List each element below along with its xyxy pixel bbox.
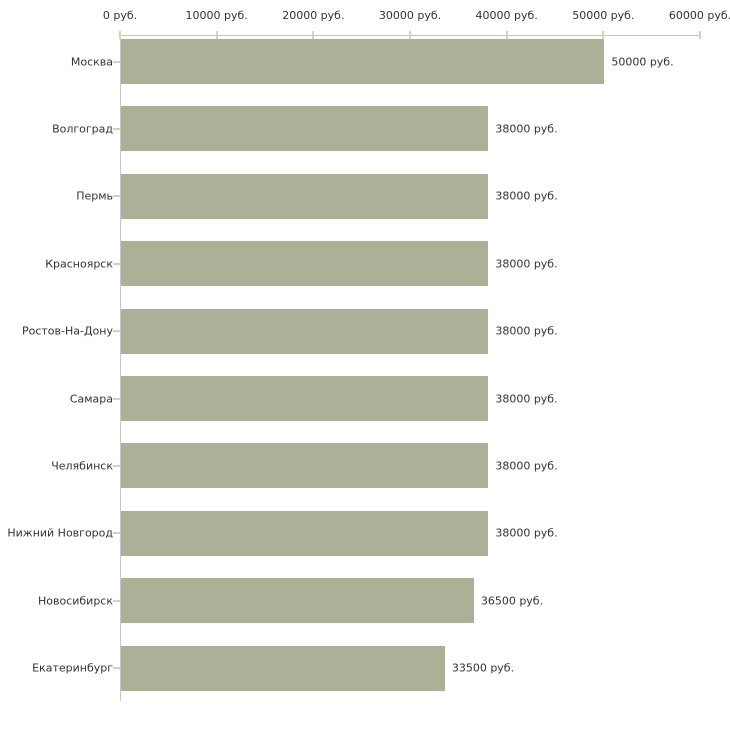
bar-value-label: 38000 руб. xyxy=(495,526,558,540)
category-label: Новосибирск xyxy=(37,594,113,608)
bar-value-label: 38000 руб. xyxy=(495,189,558,203)
bar-value-label: 38000 руб. xyxy=(495,257,558,271)
bar-2 xyxy=(121,106,489,152)
bar-8 xyxy=(121,510,489,556)
x-axis-tick xyxy=(699,31,701,39)
x-axis-tick xyxy=(505,31,508,39)
x-axis-tick xyxy=(409,31,411,39)
x-axis-tick-label: 30000 руб. xyxy=(378,9,442,22)
category-label: Челябинск xyxy=(51,459,113,473)
category-label: Нижний Новгород xyxy=(7,526,113,540)
x-axis-tick-label: 10000 руб. xyxy=(185,9,248,22)
bar-6 xyxy=(121,376,489,421)
category-tick xyxy=(113,127,120,130)
category-label: Красноярск xyxy=(45,257,113,271)
bar-value-label: 36500 руб. xyxy=(480,594,544,608)
bar-value-label: 38000 руб. xyxy=(495,392,558,405)
bar-value-label: 33500 руб. xyxy=(451,661,515,675)
category-label: Москва xyxy=(70,55,113,68)
x-axis-tick xyxy=(312,31,315,39)
category-label: Самара xyxy=(69,392,113,405)
category-label: Пермь xyxy=(76,189,113,203)
bar-4 xyxy=(121,241,489,287)
category-tick xyxy=(113,330,120,333)
bar-1 xyxy=(121,39,605,84)
bar-5 xyxy=(121,308,489,354)
x-axis-tick-label: 50000 руб. xyxy=(572,9,635,22)
bar-3 xyxy=(121,173,489,219)
bar-10 xyxy=(121,645,445,691)
category-label: Волгоград xyxy=(52,122,113,136)
x-axis-tick-label: 20000 руб. xyxy=(282,9,345,22)
bar-value-label: 38000 руб. xyxy=(495,324,558,338)
category-tick xyxy=(113,397,120,400)
category-tick xyxy=(113,262,120,265)
x-axis-tick-label: 60000 руб. xyxy=(668,9,730,22)
x-axis-tick xyxy=(119,31,121,39)
bar-7 xyxy=(121,443,489,489)
x-axis-tick-label: 0 руб. xyxy=(102,9,138,22)
x-axis-tick-label: 40000 руб. xyxy=(475,9,538,22)
category-tick xyxy=(113,532,120,535)
bar-value-label: 38000 руб. xyxy=(495,459,558,473)
category-tick xyxy=(113,195,120,198)
category-tick xyxy=(113,60,120,63)
bar-value-label: 50000 руб. xyxy=(611,55,674,68)
x-axis-tick xyxy=(215,31,218,39)
category-tick xyxy=(113,667,120,670)
x-axis-tick xyxy=(602,31,605,39)
category-label: Екатеринбург xyxy=(32,661,113,675)
y-axis-line xyxy=(120,35,121,701)
bar-9 xyxy=(121,578,474,624)
category-label: Ростов-На-Дону xyxy=(21,324,113,338)
bar-value-label: 38000 руб. xyxy=(495,122,558,136)
category-tick xyxy=(113,599,120,602)
category-tick xyxy=(113,464,120,467)
